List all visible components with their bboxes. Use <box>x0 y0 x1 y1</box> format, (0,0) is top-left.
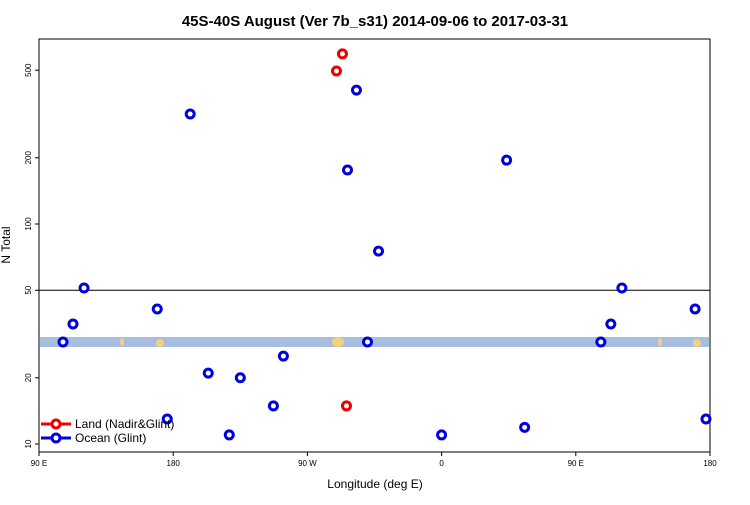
legend-marker <box>50 432 62 444</box>
point <box>700 413 712 425</box>
y-tick-label: 500 <box>24 63 33 77</box>
chart-title: 45S-40S August (Ver 7b_s31) 2014-09-06 t… <box>182 13 568 30</box>
point <box>342 164 354 176</box>
point <box>519 421 531 433</box>
y-tick-label: 20 <box>24 373 33 382</box>
x-tick-label: 90 E <box>568 459 584 468</box>
point <box>373 245 385 257</box>
point <box>501 154 513 166</box>
point <box>277 350 289 362</box>
point <box>67 318 79 330</box>
point <box>436 429 448 441</box>
map-strip <box>40 337 709 347</box>
y-tick-label: 10 <box>24 439 33 448</box>
x-tick-label: 180 <box>703 459 717 468</box>
point <box>57 336 69 348</box>
y-axis-label: N Total <box>0 226 13 263</box>
x-tick-label: 180 <box>167 459 181 468</box>
point <box>78 282 90 294</box>
point <box>151 303 163 315</box>
point <box>330 65 342 77</box>
point <box>336 48 348 60</box>
point <box>595 336 607 348</box>
y-tick-label: 200 <box>24 151 33 165</box>
plot-frame <box>38 38 711 453</box>
point <box>340 400 352 412</box>
point <box>361 336 373 348</box>
point <box>350 84 362 96</box>
legend-marker <box>50 418 62 430</box>
x-axis-label: Longitude (deg E) <box>327 477 422 491</box>
legend-label: Land (Nadir&Glint) <box>75 417 174 431</box>
point <box>616 282 628 294</box>
point <box>202 367 214 379</box>
point <box>161 413 173 425</box>
x-tick-label: 0 <box>439 459 444 468</box>
point <box>223 429 235 441</box>
point <box>234 372 246 384</box>
y-tick-label: 100 <box>24 217 33 231</box>
point <box>267 400 279 412</box>
y-tick-label: 50 <box>24 285 33 294</box>
point <box>184 108 196 120</box>
legend-label: Ocean (Glint) <box>75 431 146 445</box>
x-tick-label: 90 W <box>298 459 317 468</box>
x-tick-label: 90 E <box>31 459 47 468</box>
point <box>605 318 617 330</box>
point <box>689 303 701 315</box>
